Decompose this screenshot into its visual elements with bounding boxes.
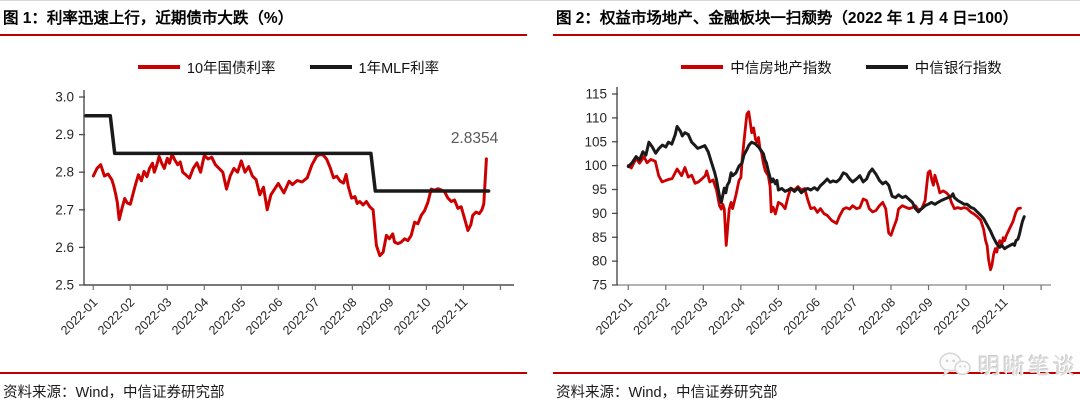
- last-value-annotation: 2.8354: [451, 130, 499, 147]
- x-tick-label: 2022-10: [391, 295, 433, 337]
- equity-index-line-chart: 75808590951001051101152022-012022-022022…: [584, 87, 1051, 338]
- figure-2-legend: 中信房地产指数 中信银行指数: [553, 56, 1080, 78]
- axes: 2.52.62.72.82.93.02022-012022-022022-032…: [55, 90, 514, 338]
- y-tick-label: 75: [592, 278, 607, 293]
- series-line-0: [626, 110, 1022, 272]
- bond-yield-line-chart: 2.52.62.72.82.93.02022-012022-022022-032…: [55, 90, 514, 338]
- red-line-swatch: [681, 65, 724, 69]
- x-tick-label: 2022-11: [429, 295, 471, 337]
- legend-item-bank-index: 中信银行指数: [865, 57, 1002, 78]
- x-tick-label: 2022-08: [856, 295, 898, 337]
- x-tick-label: 2022-05: [206, 295, 248, 337]
- y-tick-label: 3.0: [55, 90, 74, 105]
- y-tick-label: 115: [585, 87, 607, 102]
- y-tick-label: 2.7: [55, 202, 74, 217]
- y-tick-label: 105: [584, 134, 607, 149]
- y-tick-label: 100: [584, 158, 607, 173]
- x-tick-label: 2022-11: [969, 295, 1011, 337]
- x-tick-label: 2022-04: [169, 295, 211, 337]
- legend-label: 中信房地产指数: [730, 60, 832, 77]
- y-tick-label: 110: [585, 110, 607, 125]
- x-tick-label: 2022-02: [95, 295, 137, 337]
- figure-2-source: 资料来源：Wind，中信证券研究部: [553, 372, 1080, 402]
- source-text: 资料来源：Wind，中信证券研究部: [556, 385, 778, 401]
- figure-1-source: 资料来源：Wind，中信证券研究部: [0, 372, 527, 402]
- x-tick-label: 2022-06: [243, 295, 285, 337]
- x-tick-label: 2022-09: [354, 295, 396, 337]
- series-line-1: [84, 114, 491, 193]
- x-tick-label: 2022-03: [668, 295, 710, 337]
- legend-label: 1年MLF利率: [358, 60, 440, 77]
- legend-item-property-index: 中信房地产指数: [681, 57, 832, 78]
- x-tick-label: 2022-05: [743, 295, 785, 337]
- x-tick-label: 2022-07: [818, 295, 860, 337]
- y-tick-label: 85: [592, 230, 607, 245]
- red-line-swatch: [137, 65, 180, 69]
- figure-1-bond-yields: 图 1：利率迅速上行，近期债市大跌（%） 10年国债利率 1年MLF利率 2.5…: [0, 1, 527, 413]
- y-tick-label: 95: [592, 182, 607, 197]
- figure-1-legend: 10年国债利率 1年MLF利率: [0, 56, 527, 78]
- x-tick-label: 2022-07: [280, 295, 322, 337]
- legend-item-10y-treasury: 10年国债利率: [137, 57, 276, 78]
- series-line-1: [626, 125, 1026, 251]
- x-tick-label: 2022-09: [893, 295, 935, 337]
- y-tick-label: 2.5: [55, 278, 74, 293]
- y-tick-label: 80: [592, 254, 607, 269]
- legend-label: 10年国债利率: [186, 60, 276, 77]
- legend-label: 中信银行指数: [914, 60, 1002, 77]
- y-tick-label: 2.8: [55, 165, 74, 180]
- figure-2-title: 图 2：权益市场地产、金融板块一扫颓势（2022 年 1 月 4 日=100）: [553, 1, 1080, 36]
- x-tick-label: 2022-08: [317, 295, 359, 337]
- x-tick-label: 2022-01: [58, 295, 100, 337]
- black-line-swatch: [309, 65, 352, 69]
- series-line-0: [91, 152, 488, 258]
- x-tick-label: 2022-02: [631, 295, 673, 337]
- legend-item-1y-mlf: 1年MLF利率: [309, 57, 440, 78]
- y-tick-label: 2.9: [55, 127, 74, 142]
- figure-1-title: 图 1：利率迅速上行，近期债市大跌（%）: [0, 1, 527, 36]
- y-tick-label: 90: [592, 206, 607, 221]
- x-tick-label: 2022-03: [132, 295, 174, 337]
- y-tick-label: 2.6: [55, 240, 74, 255]
- figure-2-equity-indices: 图 2：权益市场地产、金融板块一扫颓势（2022 年 1 月 4 日=100） …: [553, 1, 1080, 413]
- x-tick-label: 2022-06: [781, 295, 823, 337]
- black-line-swatch: [865, 65, 908, 69]
- x-tick-label: 2022-10: [931, 295, 973, 337]
- x-tick-label: 2022-01: [593, 295, 635, 337]
- source-text: 资料来源：Wind，中信证券研究部: [3, 385, 225, 401]
- x-tick-label: 2022-04: [706, 295, 748, 337]
